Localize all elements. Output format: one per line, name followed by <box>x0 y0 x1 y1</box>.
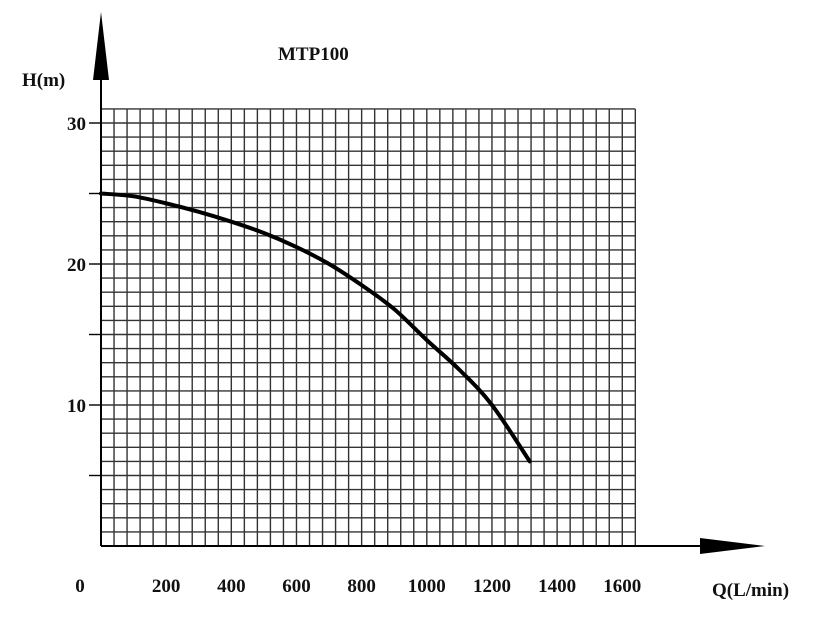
chart-title: MTP100 <box>278 44 349 65</box>
y-tick-label: 10 <box>67 396 86 417</box>
x-tick-label: 1200 <box>473 576 511 597</box>
y-tick-label: 30 <box>67 114 86 135</box>
x-tick-label: 400 <box>217 576 246 597</box>
x-tick-label: 1600 <box>603 576 641 597</box>
labels: MTP100 H(m) Q(L/min) 0 200 400 600 800 1000 12… <box>22 44 789 601</box>
grid <box>100 108 637 547</box>
x-tick-label: 800 <box>347 576 376 597</box>
x-tick-label: 1000 <box>408 576 446 597</box>
series <box>99 191 532 464</box>
x-axis-arrow-icon <box>700 538 765 554</box>
x-tick-label: 200 <box>152 576 181 597</box>
y-axis-arrow-icon <box>93 12 109 80</box>
y-axis-label: H(m) <box>22 70 65 91</box>
series-line <box>99 191 532 464</box>
x-tick-label: 0 <box>75 576 85 597</box>
axes <box>89 12 765 554</box>
x-tick-label: 1400 <box>538 576 576 597</box>
x-axis-label: Q(L/min) <box>712 580 789 601</box>
x-tick-label: 600 <box>282 576 311 597</box>
y-tick-label: 20 <box>67 255 86 276</box>
